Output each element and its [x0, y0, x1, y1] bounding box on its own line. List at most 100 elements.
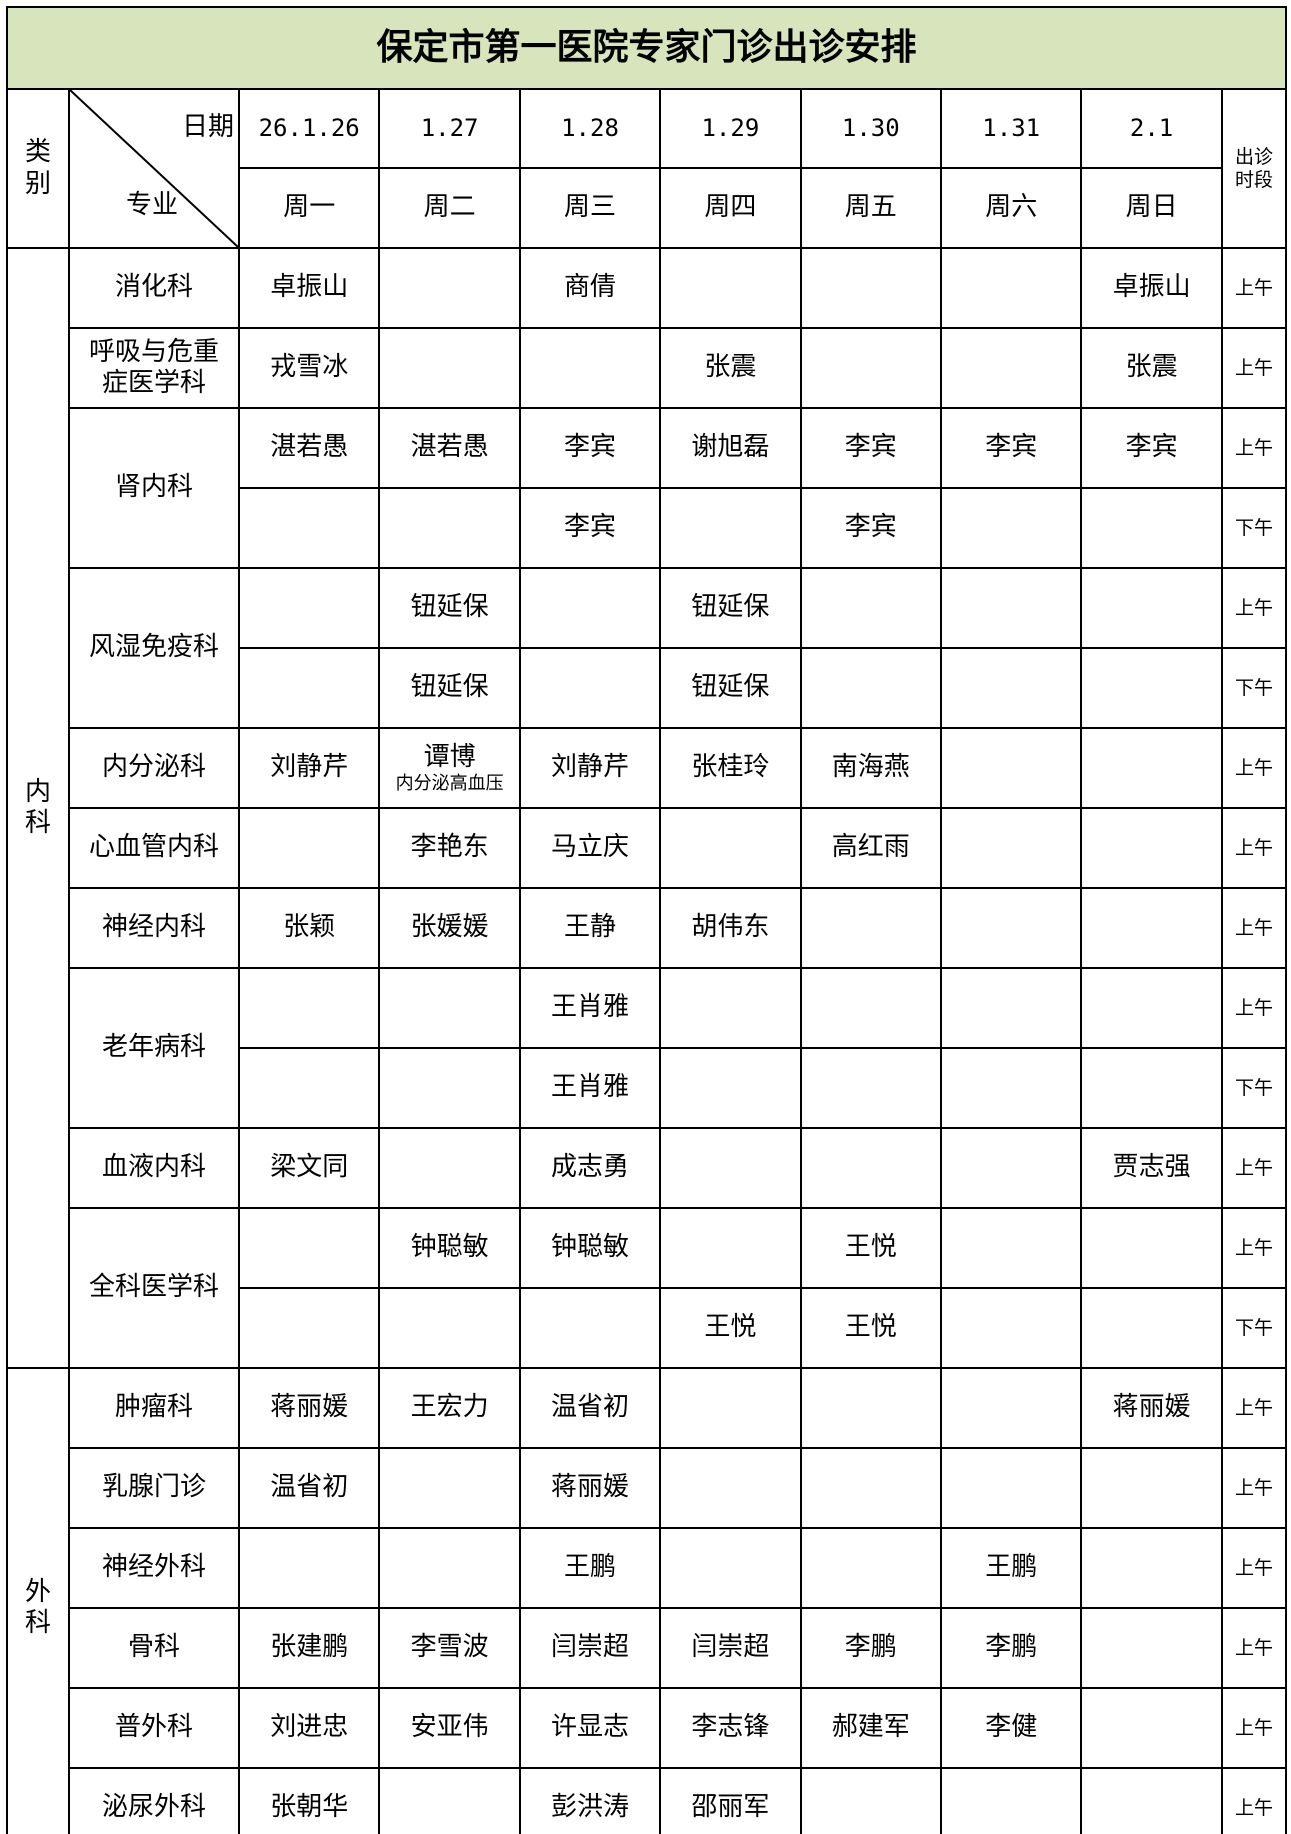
- schedule-cell-text: 温省初: [550, 1392, 629, 1423]
- period-cell-text: 上午: [1234, 276, 1273, 299]
- period-cell: 上午: [1221, 1447, 1287, 1529]
- department-text: 风湿免疫科: [89, 632, 220, 663]
- schedule-cell-text: 湛若愚: [410, 432, 489, 463]
- schedule-cell: 温省初: [518, 1367, 662, 1449]
- schedule-cell: 梁文同: [238, 1127, 381, 1209]
- schedule-cell: 南海燕: [799, 727, 942, 809]
- schedule-cell: [659, 967, 802, 1049]
- schedule-cell: [799, 967, 942, 1049]
- schedule-cell-text: 许显志: [550, 1712, 629, 1743]
- date-header: 2.1: [1080, 88, 1223, 169]
- schedule-cell: [940, 247, 1083, 329]
- schedule-cell-text: 李鹏: [844, 1632, 897, 1663]
- period-header-text: 出诊时段: [1235, 145, 1274, 191]
- schedule-cell-text: 王静: [563, 912, 616, 943]
- department-text: 呼吸与危重症医学科: [89, 336, 220, 398]
- schedule-cell: [1080, 647, 1223, 729]
- period-cell: 上午: [1221, 727, 1287, 809]
- schedule-cell: 王悦: [799, 1207, 942, 1289]
- schedule-cell: [1080, 1287, 1223, 1369]
- schedule-cell: 钮延保: [378, 647, 521, 729]
- schedule-cell: [659, 1207, 802, 1289]
- schedule-cell: [799, 1527, 942, 1609]
- schedule-cell: [378, 1287, 521, 1369]
- schedule-cell: 钮延保: [378, 567, 521, 649]
- schedule-cell: [518, 647, 662, 729]
- schedule-cell: [1080, 1687, 1223, 1769]
- schedule-cell: [940, 1767, 1083, 1834]
- schedule-cell: [659, 247, 802, 329]
- schedule-cell: 彭洪涛: [518, 1767, 662, 1834]
- period-cell: 上午: [1221, 1527, 1287, 1609]
- schedule-cell-text: 李宾: [844, 432, 897, 463]
- schedule-cell: 湛若愚: [238, 407, 381, 489]
- schedule-cell: 王悦: [799, 1287, 942, 1369]
- date-header: 1.27: [378, 88, 521, 169]
- schedule-cell-text: 刘静芹: [270, 752, 349, 783]
- schedule-cell: 刘静芹: [518, 727, 662, 809]
- period-cell-text: 上午: [1234, 1156, 1273, 1179]
- schedule-cell: 张桂玲: [659, 727, 802, 809]
- schedule-cell: 李宾: [799, 407, 942, 489]
- schedule-cell: [799, 1447, 942, 1529]
- schedule-cell: [238, 1287, 381, 1369]
- schedule-cell: [799, 887, 942, 969]
- schedule-cell: [1080, 567, 1223, 649]
- department-text: 神经内科: [101, 912, 206, 943]
- schedule-cell-text: 胡伟东: [691, 912, 770, 943]
- schedule-cell-text: 郝建军: [831, 1712, 910, 1743]
- schedule-cell: [940, 1367, 1083, 1449]
- schedule-cell: [1080, 727, 1223, 809]
- department-text: 泌尿外科: [101, 1792, 206, 1823]
- schedule-cell-text: 张颖: [283, 912, 336, 943]
- schedule-cell: [940, 1127, 1083, 1209]
- schedule-cell: [378, 1447, 521, 1529]
- schedule-cell: [1080, 807, 1223, 889]
- department: 神经外科: [68, 1527, 240, 1609]
- schedule-cell: 钮延保: [659, 567, 802, 649]
- department-text: 心血管内科: [89, 832, 220, 863]
- schedule-cell-text: 梁文同: [270, 1152, 349, 1183]
- period-cell: 上午: [1221, 1127, 1287, 1209]
- period-cell-text: 下午: [1234, 676, 1273, 699]
- schedule-cell: 李健: [940, 1687, 1083, 1769]
- period-cell-text: 上午: [1234, 356, 1273, 379]
- period-cell-text: 上午: [1234, 596, 1273, 619]
- schedule-cell: [659, 1127, 802, 1209]
- schedule-cell-text: 蒋丽媛: [1112, 1392, 1191, 1423]
- schedule-cell-text: 李宾: [563, 432, 616, 463]
- period-cell: 上午: [1221, 567, 1287, 649]
- period-cell: 上午: [1221, 967, 1287, 1049]
- schedule-cell: [940, 327, 1083, 409]
- schedule-cell-text: 李志锋: [691, 1712, 770, 1743]
- period-cell: 下午: [1221, 487, 1287, 569]
- diagonal-header: 日期 专业: [68, 88, 240, 249]
- date-header-text: 1.29: [701, 114, 760, 143]
- weekday-header-text: 周五: [844, 192, 897, 223]
- schedule-cell: [940, 887, 1083, 969]
- schedule-cell-text: 闫崇超: [691, 1632, 770, 1663]
- schedule-cell: [1080, 1527, 1223, 1609]
- schedule-cell: [799, 327, 942, 409]
- schedule-cell: [799, 1047, 942, 1129]
- schedule-cell-text: 卓振山: [270, 272, 349, 303]
- schedule-cell: [238, 487, 381, 569]
- schedule-cell-text: 王肖雅: [550, 992, 629, 1023]
- schedule-cell: [940, 807, 1083, 889]
- schedule-cell: [378, 1127, 521, 1209]
- schedule-cell: [238, 967, 381, 1049]
- schedule-cell: [378, 327, 521, 409]
- schedule-cell: [659, 1047, 802, 1129]
- schedule-cell: 张建鹏: [238, 1607, 381, 1689]
- department: 老年病科: [68, 967, 240, 1129]
- period-cell-text: 上午: [1234, 1396, 1273, 1419]
- schedule-cell: 李鹏: [940, 1607, 1083, 1689]
- schedule-cell: 安亚伟: [378, 1687, 521, 1769]
- schedule-cell-text: 王鹏: [985, 1552, 1038, 1583]
- schedule-cell-text: 李宾: [563, 512, 616, 543]
- schedule-cell: 许显志: [518, 1687, 662, 1769]
- schedule-cell: [799, 647, 942, 729]
- group: 外科: [6, 1367, 70, 1834]
- schedule-cell: [659, 1527, 802, 1609]
